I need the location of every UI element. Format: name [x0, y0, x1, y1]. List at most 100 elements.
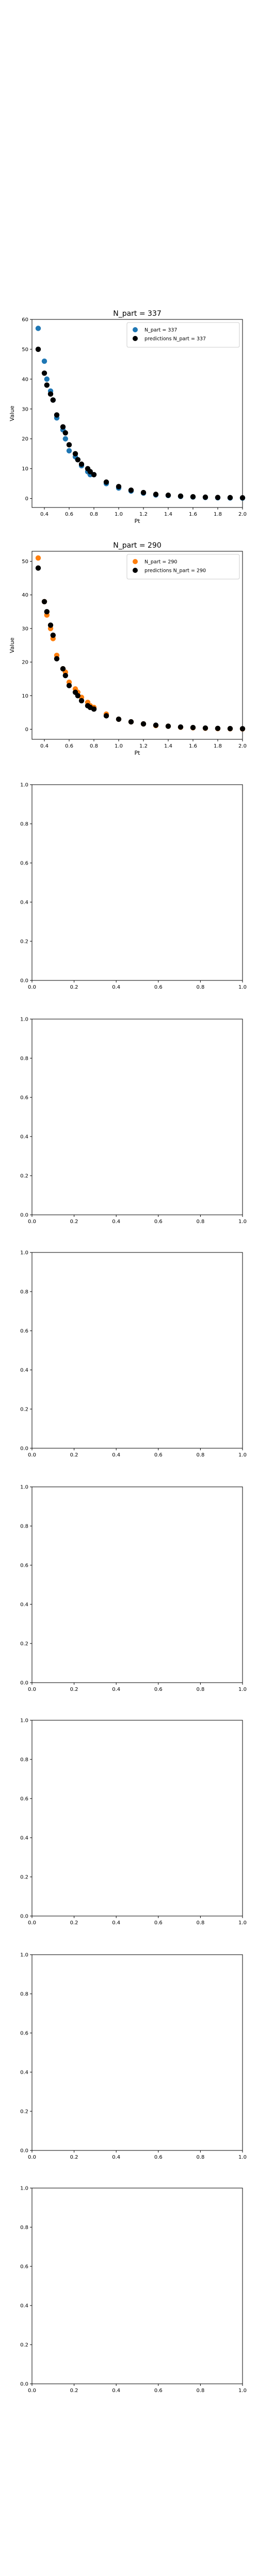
x-tick-label: 0.4: [112, 2155, 120, 2160]
x-tick-label: 0.0: [28, 1452, 36, 1458]
y-tick-label: 10: [22, 466, 28, 472]
data-point-series-2: [62, 672, 68, 679]
data-point-series-2: [116, 716, 122, 722]
x-tick-label: 1.0: [238, 985, 247, 990]
x-tick-label: 1.0: [238, 1219, 247, 1225]
y-tick-label: 20: [22, 436, 28, 442]
data-point-series-2: [153, 722, 159, 728]
y-tick-label: 50: [22, 347, 28, 352]
x-tick-label: 0.8: [90, 743, 98, 749]
x-tick-label: 0.8: [90, 512, 98, 517]
y-tick-label: 0.4: [20, 1602, 28, 1608]
data-point-series-2: [87, 469, 93, 474]
data-point-series-2: [128, 487, 134, 493]
x-tick-label: 0.8: [196, 1920, 204, 1926]
y-tick-label: 1.0: [20, 1250, 28, 1256]
y-tick-label: 0.8: [20, 1056, 28, 1062]
legend-label: predictions N_part = 290: [144, 568, 206, 574]
x-tick-label: 0.8: [196, 1452, 204, 1458]
subplot-2: 0.4 0.6 0.8 1.0 1.2 1.4 1.6 1.8 2.0 0 10 20 30 40 50 N_…: [9, 541, 247, 756]
data-point-series-1: [41, 358, 47, 364]
data-point-series-2: [47, 622, 54, 628]
data-point-series-2: [47, 391, 54, 397]
data-point-series-2: [239, 726, 246, 732]
x-tick-label: 0.4: [112, 1452, 120, 1458]
x-tick-label: 0.8: [196, 2388, 204, 2394]
data-point-series-1: [35, 326, 41, 331]
y-tick-label: 0.2: [20, 2343, 28, 2348]
y-tick-label: 0.4: [20, 900, 28, 906]
y-tick-label: 0.0: [20, 1446, 28, 1452]
y-tick-label: 1.0: [20, 1953, 28, 1958]
x-tick-label: 0.2: [70, 985, 78, 990]
data-point-series-1: [62, 436, 68, 442]
plot-area-frame: [31, 319, 243, 508]
y-tick-label: 0.0: [20, 1213, 28, 1218]
x-tick-label: 0.6: [154, 2388, 163, 2394]
plot-area-frame: [31, 1019, 243, 1215]
data-point-series-2: [103, 479, 109, 485]
data-point-series-2: [103, 713, 109, 719]
y-tick-label: 0.4: [20, 2303, 28, 2309]
x-axis-label: Pt: [135, 518, 141, 524]
x-tick-label: 1.0: [238, 2155, 247, 2160]
y-tick-label: 0.0: [20, 2148, 28, 2154]
data-point-series-1: [66, 448, 72, 454]
x-tick-label: 1.0: [238, 1687, 247, 1692]
y-tick-label: 40: [22, 592, 28, 598]
plot-area-frame: [31, 2188, 243, 2384]
x-tick-label: 0.6: [154, 1452, 163, 1458]
data-point-series-2: [60, 424, 66, 430]
plot-area-frame: [31, 1252, 243, 1449]
y-tick-label: 0.6: [20, 2031, 28, 2037]
data-point-series-2: [178, 724, 184, 730]
data-point-series-2: [75, 457, 80, 463]
y-tick-label: 0.6: [20, 1797, 28, 1802]
data-point-series-2: [165, 493, 171, 498]
plot-area-frame: [31, 1954, 243, 2151]
data-point-series-2: [78, 461, 85, 467]
data-point-series-2: [165, 723, 171, 729]
y-tick-label: 20: [22, 660, 28, 666]
x-tick-label: 0.6: [154, 985, 163, 990]
data-point-series-2: [41, 370, 47, 376]
x-tick-label: 0.4: [112, 1920, 120, 1926]
y-tick-label: 0.2: [20, 2109, 28, 2115]
y-tick-label: 0.4: [20, 2070, 28, 2076]
x-tick-label: 0.2: [70, 1920, 78, 1926]
y-tick-label: 0.4: [20, 1836, 28, 1841]
data-point-series-2: [35, 346, 41, 352]
data-point-series-2: [190, 724, 196, 731]
x-tick-label: 0.4: [112, 985, 120, 990]
x-tick-label: 1.6: [189, 743, 197, 749]
legend-marker: [133, 336, 138, 341]
x-tick-label: 0.4: [112, 2388, 120, 2394]
data-point-series-2: [75, 693, 80, 699]
y-tick-label: 40: [22, 377, 28, 382]
data-point-series-2: [190, 494, 196, 500]
x-tick-label: 0.0: [28, 1920, 36, 1926]
data-point-series-2: [50, 397, 56, 403]
x-tick-label: 0.2: [70, 1687, 78, 1692]
x-tick-label: 0.2: [70, 1452, 78, 1458]
y-tick-label: 0.2: [20, 1407, 28, 1413]
y-tick-label: 0.0: [20, 978, 28, 984]
y-tick-label: 0.8: [20, 1524, 28, 1530]
legend-label: N_part = 337: [144, 328, 177, 333]
x-tick-label: 1.0: [238, 1920, 247, 1926]
x-tick-label: 1.2: [139, 743, 148, 749]
x-tick-label: 1.8: [214, 512, 222, 517]
x-tick-label: 0.0: [28, 1219, 36, 1225]
y-tick-label: 30: [22, 406, 28, 412]
data-point-series-2: [153, 492, 159, 497]
x-tick-label: 0.0: [28, 1687, 36, 1692]
data-point-series-2: [91, 706, 97, 712]
data-point-series-2: [91, 472, 97, 478]
subplot-3: 0.0 0.2 0.4 0.6 0.8 1.0 0.0 0.2 0.4 0.6 0.8 1.0: [20, 783, 247, 991]
x-tick-label: 1.4: [164, 743, 172, 749]
data-point-series-2: [116, 484, 122, 489]
x-tick-label: 1.0: [238, 1452, 247, 1458]
data-point-series-2: [54, 656, 60, 662]
x-tick-label: 0.4: [40, 743, 49, 749]
data-point-series-1: [35, 555, 41, 561]
